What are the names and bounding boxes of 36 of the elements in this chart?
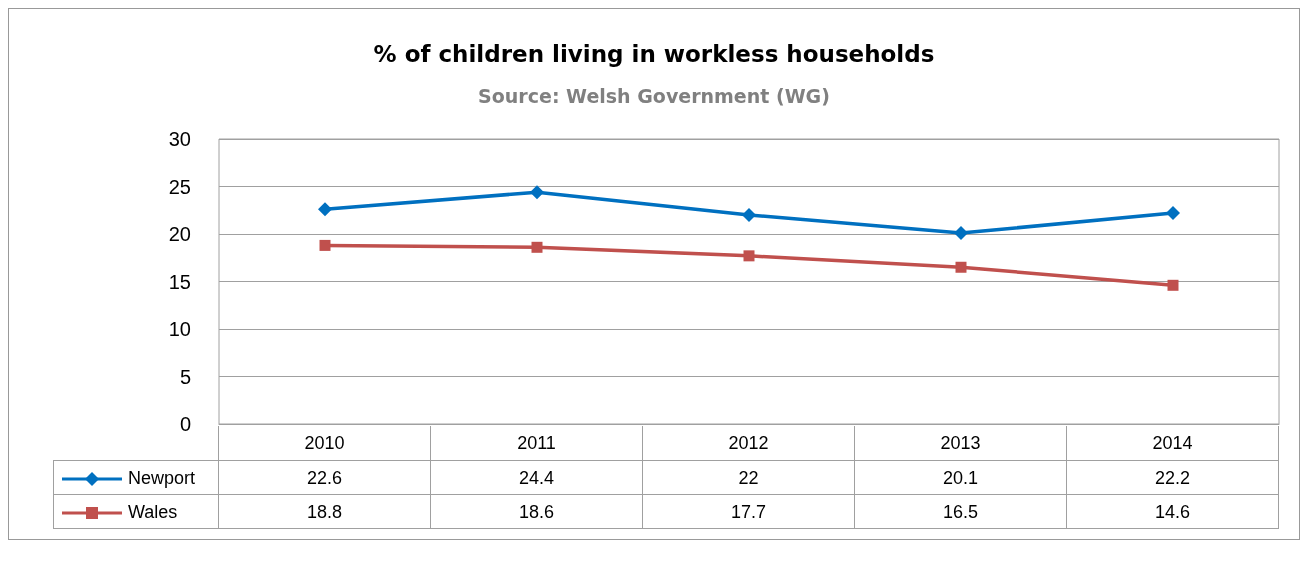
y-tick-label: 0: [179, 413, 191, 435]
point: [1166, 206, 1180, 221]
y-tick-label: 20: [168, 223, 191, 245]
x-tick-label: 2012: [642, 426, 855, 461]
data-label: 16.5: [854, 494, 1067, 529]
point: [530, 185, 544, 200]
point: [954, 226, 968, 241]
data-label: 20.1: [854, 460, 1067, 495]
x-tick-label: 2011: [430, 426, 643, 461]
data-label: 17.7: [642, 494, 855, 529]
y-tick-label: 25: [168, 175, 191, 198]
data-label: 14.6: [1066, 494, 1279, 529]
data-label: 24.4: [430, 460, 643, 495]
x-tick-label: 2013: [854, 426, 1067, 461]
y-tick-label: 15: [168, 270, 191, 293]
chart-title: % of children living in workless households: [373, 40, 935, 67]
data-label: 18.8: [218, 494, 431, 529]
chart-subtitle: Source: Welsh Government (WG): [478, 84, 830, 107]
y-tick-label: 30: [168, 128, 191, 150]
point: [955, 261, 967, 273]
legend-label: Newport: [128, 468, 196, 488]
point: [742, 208, 756, 222]
x-tick-label: 2014: [1066, 426, 1279, 461]
data-label: 22: [642, 460, 855, 495]
data-label: 18.6: [430, 494, 643, 529]
x-tick-label: 2010: [218, 426, 431, 461]
y-tick-label: 10: [168, 318, 191, 340]
data-label: 22.6: [218, 460, 431, 495]
point: [319, 239, 331, 251]
point: [318, 202, 332, 217]
point: [743, 250, 755, 262]
point: [531, 241, 543, 253]
y-tick-label: 5: [179, 365, 191, 388]
point: [1167, 279, 1179, 291]
data-label: 22.2: [1066, 460, 1279, 495]
legend-label: Wales: [128, 502, 178, 522]
